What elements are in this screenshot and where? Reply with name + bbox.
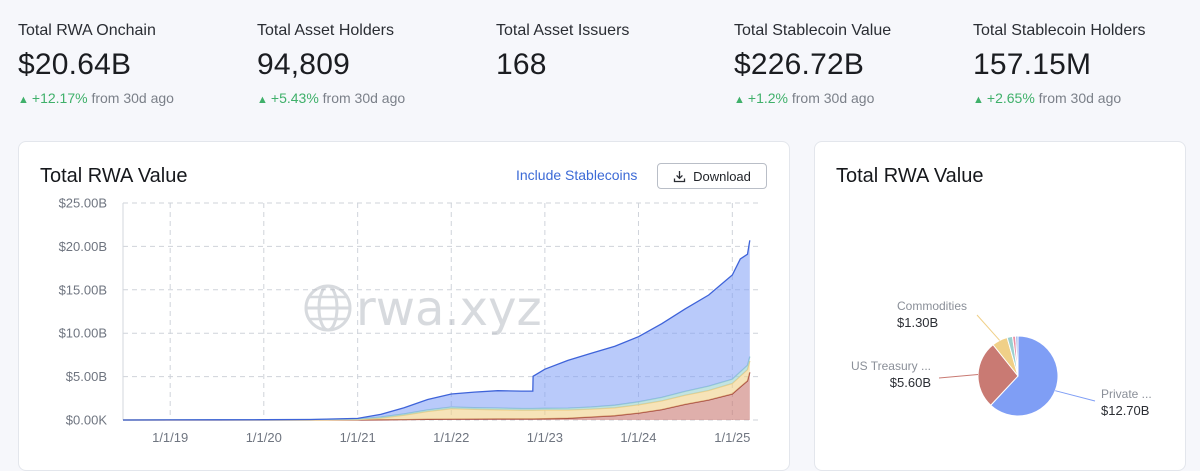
chart-series <box>122 240 751 421</box>
download-button[interactable]: Download <box>657 163 767 189</box>
pie-leader-line <box>1055 390 1096 402</box>
stat-change-percent: +2.65% <box>986 90 1035 106</box>
trend-up-icon: ▲ <box>257 94 268 106</box>
stat-label: Total RWA Onchain <box>18 22 156 39</box>
x-tick-label: 1/1/21 <box>340 430 376 445</box>
stat-total-asset-issuers: Total Asset Issuers 168 <box>496 22 726 82</box>
stat-label: Total Stablecoin Value <box>734 22 892 39</box>
pie-leader-line <box>976 314 1001 341</box>
y-tick-label: $20.00B <box>59 239 107 254</box>
area-series-line-3 <box>122 240 751 421</box>
chart-title: Total RWA Value <box>40 165 188 187</box>
trend-up-icon: ▲ <box>973 94 984 106</box>
x-tick-label: 1/1/24 <box>620 430 656 445</box>
pie-title: Total RWA Value <box>836 165 984 187</box>
y-tick-label: $25.00B <box>59 196 107 211</box>
stat-value: 168 <box>496 48 547 81</box>
pie-slices <box>977 335 1059 417</box>
stats-bar: Total RWA Onchain $20.64B ▲ +12.17% from … <box>0 0 1200 130</box>
stat-value: 157.15M <box>973 48 1092 81</box>
pie-chart: Private ... $12.70B US Treasury ... $5.60B C… <box>851 299 1152 418</box>
x-tick-label: 1/1/23 <box>527 430 563 445</box>
stat-change-suffix: from 30d ago <box>322 90 406 106</box>
pie-labels: Private ... $12.70B US Treasury ... $5.60B C… <box>851 299 1152 418</box>
pie-slice-value: $1.30B <box>897 315 938 330</box>
chart-axes: $0.00K $5.00B $10.00B $15.00B $20.00B $25.00B… <box>59 196 751 446</box>
stat-change-percent: +1.2% <box>747 90 788 106</box>
stat-change: ▲ +5.43% from 30d ago <box>257 90 487 106</box>
x-tick-label: 1/1/25 <box>714 430 750 445</box>
pie-slice-5[interactable] <box>1015 335 1019 377</box>
stat-change-percent: +12.17% <box>31 90 88 106</box>
area-series-0 <box>123 372 750 420</box>
stat-change-suffix: from 30d ago <box>91 90 174 106</box>
watermark-text: rwa.xyz <box>356 281 542 337</box>
pie-slice-label: Private ... <box>1101 387 1152 401</box>
download-label: Download <box>693 168 751 184</box>
pie-slice-label: Commodities <box>897 299 967 313</box>
stat-label: Total Asset Issuers <box>496 22 630 39</box>
x-tick-label: 1/1/20 <box>246 430 282 445</box>
globe-icon <box>304 284 352 332</box>
stat-label: Total Stablecoin Holders <box>973 22 1146 39</box>
stat-total-rwa-onchain: Total RWA Onchain $20.64B ▲ +12.17% from … <box>18 22 248 106</box>
stat-change: ▲ +12.17% from 30d ago <box>18 90 248 106</box>
stat-change-percent: +5.43% <box>270 90 319 106</box>
stat-value: $226.72B <box>734 48 865 81</box>
stat-value: $20.64B <box>18 48 132 81</box>
pie-slice-value: $5.60B <box>890 375 931 390</box>
pie-slice-1[interactable] <box>977 344 1019 406</box>
area-chart: rwa.xyz $0.00K $5.00B $10.00B $15.00B $20.00… <box>59 196 759 446</box>
stat-change-suffix: from 30d ago <box>791 90 875 106</box>
stat-total-stablecoin-holders: Total Stablecoin Holders 157.15M ▲ +2.65%… <box>973 22 1200 106</box>
total-rwa-value-chart-card: rwa.xyz $0.00K $5.00B $10.00B $15.00B $20.00… <box>18 141 790 471</box>
watermark: rwa.xyz <box>304 281 542 337</box>
stat-change: ▲ +1.2% from 30d ago <box>734 90 964 106</box>
y-tick-label: $5.00B <box>66 369 107 384</box>
x-tick-label: 1/1/22 <box>433 430 469 445</box>
pie-slice-value: $12.70B <box>1101 403 1149 418</box>
stat-change-suffix: from 30d ago <box>1038 90 1122 106</box>
pie-slice-label: US Treasury ... <box>851 359 931 373</box>
stat-total-asset-holders: Total Asset Holders 94,809 ▲ +5.43% from … <box>257 22 487 106</box>
x-tick-label: 1/1/19 <box>152 430 188 445</box>
trend-up-icon: ▲ <box>18 94 29 106</box>
stat-total-stablecoin-value: Total Stablecoin Value $226.72B ▲ +1.2% f… <box>734 22 964 106</box>
y-tick-label: $0.00K <box>66 413 108 428</box>
include-stablecoins-toggle[interactable]: Include Stablecoins <box>516 167 638 183</box>
stat-label: Total Asset Holders <box>257 22 394 39</box>
stat-value: 94,809 <box>257 48 350 81</box>
pie-leader-line <box>938 374 979 379</box>
stat-change: ▲ +2.65% from 30d ago <box>973 90 1200 106</box>
download-icon <box>673 170 686 182</box>
y-tick-label: $15.00B <box>59 282 107 297</box>
area-series-3 <box>123 240 750 420</box>
trend-up-icon: ▲ <box>734 94 745 106</box>
total-rwa-value-breakdown-card: Total RWA Value Private ... $12.70B US Tre… <box>814 141 1186 471</box>
y-tick-label: $10.00B <box>59 326 107 341</box>
